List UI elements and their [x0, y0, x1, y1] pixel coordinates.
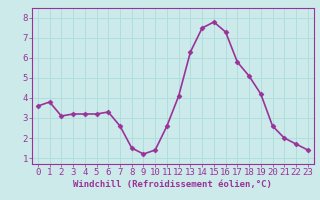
X-axis label: Windchill (Refroidissement éolien,°C): Windchill (Refroidissement éolien,°C): [73, 180, 272, 189]
